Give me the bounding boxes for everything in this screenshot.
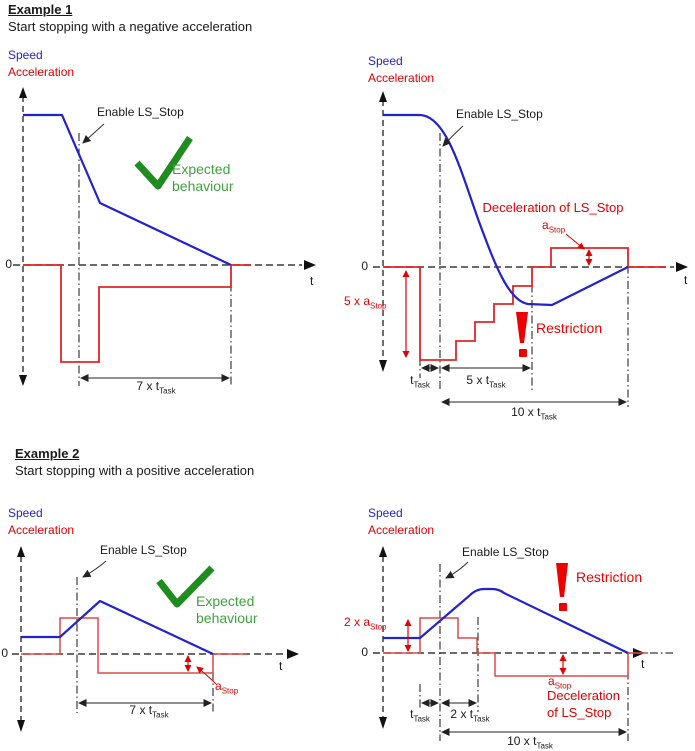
enable-ls-stop-label: Enable LS_Stop — [462, 545, 549, 559]
acceleration-curve — [21, 617, 247, 674]
example2-subtitle: Start stopping with a positive accelerat… — [15, 463, 255, 478]
acceleration-curve — [383, 617, 648, 677]
acceleration-axis-label: Acceleration — [368, 71, 435, 85]
ex2-left-graph — [12, 546, 299, 732]
expected-behaviour-label-line1: Expected — [172, 161, 231, 177]
y-axis-down-arrow-icon — [17, 720, 25, 732]
speed-curve — [23, 113, 232, 266]
astop-pointer-arrow — [196, 666, 217, 685]
ex1-right-graph — [373, 91, 688, 407]
dim-10xttask-label: 10 x tTask — [511, 405, 557, 422]
speed-axis-label: Speed — [368, 506, 403, 520]
exclamation-icon — [516, 312, 528, 357]
y-axis-down-arrow-icon — [19, 375, 27, 386]
t-axis-arrow-icon — [676, 262, 688, 272]
check-icon — [156, 565, 215, 608]
deceleration-label-line1: Deceleration — [547, 688, 620, 703]
enable-pointer-arrow — [445, 561, 469, 579]
dim-5xastop-label: 5 x aStop — [344, 294, 387, 311]
example2-title: Example 2 — [15, 446, 80, 461]
dim-5xttask-label: 5 x tTask — [466, 373, 506, 390]
time-axis-label: t — [279, 659, 283, 673]
speed-curve — [383, 113, 629, 307]
y-axis-up-arrow-icon — [379, 546, 387, 557]
acceleration-axis-label: Acceleration — [8, 523, 75, 537]
dim-2xastop-label: 2 x aStop — [344, 615, 387, 632]
time-axis-label: t — [641, 657, 645, 671]
ex1-left-graph — [13, 87, 316, 386]
zero-label: 0 — [1, 646, 8, 660]
dim-10xttask-label: 10 x tTask — [507, 734, 553, 751]
zero-label: 0 — [361, 645, 368, 659]
astop-label: aStop — [548, 674, 572, 691]
astop-pointer-arrow — [565, 233, 585, 250]
expected-behaviour-label-line2: behaviour — [172, 178, 234, 194]
deceleration-label-line2: of LS_Stop — [547, 705, 612, 720]
expected-behaviour-label-line2: behaviour — [196, 610, 258, 626]
dim-7xttask-label: 7 x tTask — [136, 379, 176, 396]
acceleration-axis-label: Acceleration — [8, 65, 75, 79]
restriction-label: Restriction — [536, 320, 603, 336]
check-icon — [134, 136, 193, 190]
enable-ls-stop-label: Enable LS_Stop — [97, 105, 184, 119]
dim-2xttask-label: 2 x tTask — [450, 707, 490, 724]
enable-pointer-arrow — [82, 560, 107, 578]
expected-behaviour-label-line1: Expected — [196, 593, 255, 609]
acceleration-staircase-curve — [383, 247, 666, 361]
dim-ttask-label: tTask — [410, 707, 430, 724]
dim-7xttask-label: 7 x tTask — [129, 703, 169, 720]
zero-label: 0 — [361, 259, 368, 273]
enable-pointer-arrow — [442, 125, 464, 147]
speed-curve — [21, 599, 214, 655]
y-axis-down-arrow-icon — [379, 717, 387, 729]
y-axis-up-arrow-icon — [19, 87, 27, 98]
acceleration-axis-label: Acceleration — [368, 523, 435, 537]
exclamation-icon — [556, 563, 568, 611]
time-axis-label: t — [684, 273, 688, 287]
deceleration-of-ls-stop-label: Deceleration of LS_Stop — [482, 200, 624, 215]
t-axis-arrow-icon — [304, 260, 316, 270]
time-axis-label: t — [310, 274, 314, 288]
zero-label: 0 — [5, 257, 12, 271]
speed-curve — [383, 587, 629, 654]
enable-ls-stop-label: Enable LS_Stop — [456, 107, 543, 121]
enable-pointer-arrow — [82, 123, 105, 144]
acceleration-curve — [23, 264, 251, 363]
dim-ttask-label: tTask — [410, 373, 430, 390]
enable-ls-stop-label: Enable LS_Stop — [100, 543, 187, 557]
astop-label: aStop — [542, 218, 566, 235]
ex2-right-graph — [373, 546, 673, 741]
y-axis-up-arrow-icon — [379, 91, 387, 102]
y-axis-up-arrow-icon — [17, 546, 25, 557]
t-axis-arrow-icon — [287, 649, 299, 659]
example1-subtitle: Start stopping with a negative accelerat… — [8, 19, 253, 34]
speed-axis-label: Speed — [368, 54, 403, 68]
astop-label: aStop — [215, 679, 239, 696]
speed-axis-label: Speed — [8, 506, 43, 520]
speed-axis-label: Speed — [8, 48, 43, 62]
example1-title: Example 1 — [8, 2, 73, 17]
restriction-label: Restriction — [576, 569, 643, 585]
y-axis-down-arrow-icon — [379, 360, 387, 372]
